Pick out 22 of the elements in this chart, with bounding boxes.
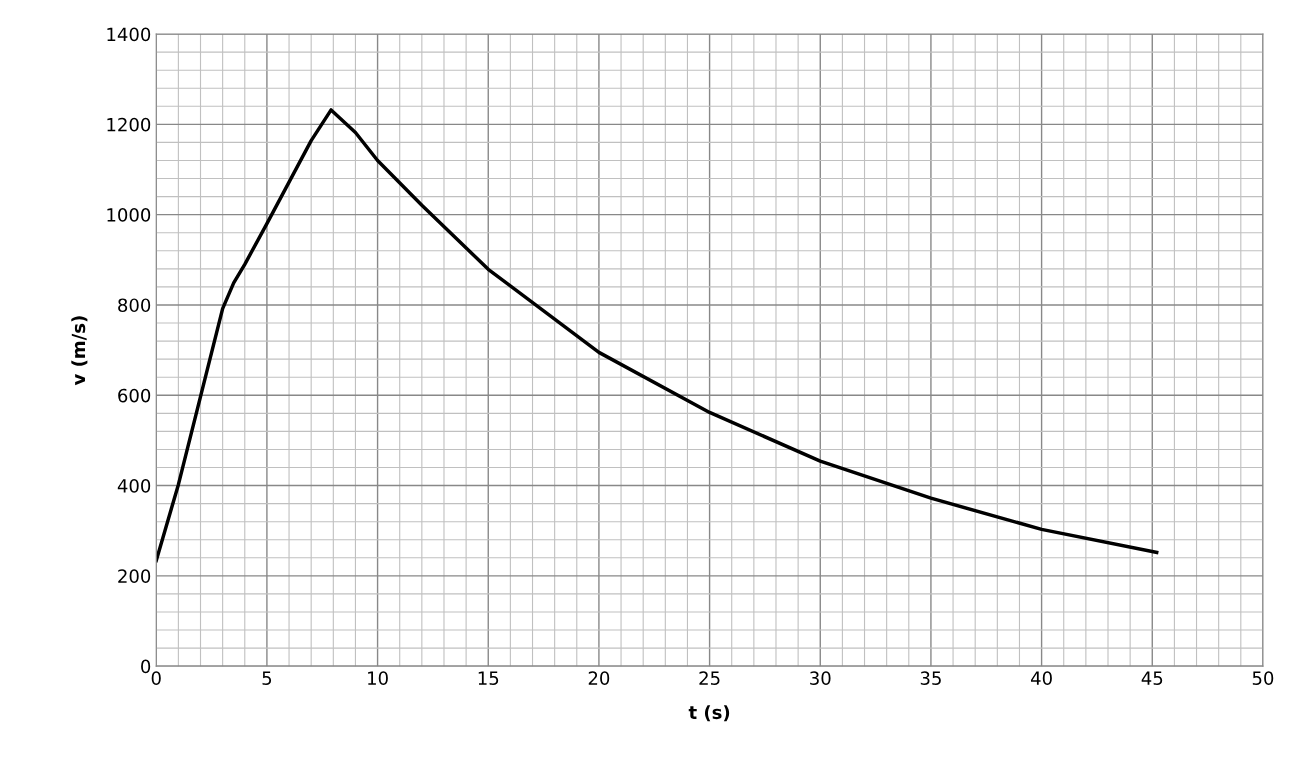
x-tick-label: 20 <box>588 671 610 685</box>
line-series <box>156 108 1159 563</box>
x-axis-title: t (s) <box>688 705 730 722</box>
x-tick-label: 25 <box>699 671 720 685</box>
y-tick-label: 600 <box>118 388 151 403</box>
y-tick-label: 0 <box>141 659 151 674</box>
x-tick-label: 5 <box>262 671 272 685</box>
x-tick-label: 10 <box>368 671 388 685</box>
x-tick-label: 30 <box>810 671 831 685</box>
x-tick-label: 35 <box>920 671 941 685</box>
y-tick-label: 1400 <box>107 27 151 42</box>
y-tick-label: 1000 <box>107 208 151 222</box>
x-tick-label: 50 <box>1252 671 1274 685</box>
x-tick-label: 40 <box>1031 671 1052 685</box>
y-tick-label: 800 <box>118 298 151 313</box>
y-axis-title: v (m/s) <box>71 316 88 386</box>
x-tick-label: 15 <box>478 671 499 685</box>
x-tick-label: 0 <box>151 671 161 685</box>
y-tick-label: 200 <box>118 569 151 583</box>
x-tick-label: 45 <box>1141 671 1163 685</box>
y-tick-label: 400 <box>117 479 151 493</box>
y-tick-label: 1200 <box>107 117 151 132</box>
